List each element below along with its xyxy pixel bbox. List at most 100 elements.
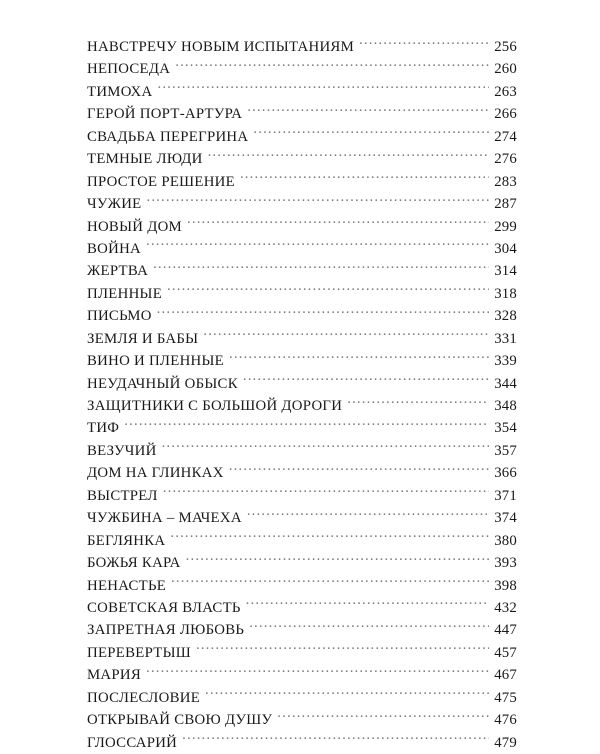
toc-dot-leader — [347, 395, 489, 410]
toc-entry[interactable]: ДОМ НА ГЛИНКАХ 366 — [87, 462, 517, 484]
toc-dot-leader — [253, 126, 489, 141]
toc-dot-leader — [171, 575, 489, 590]
toc-entry[interactable]: ЗЕМЛЯ И БАБЫ 331 — [87, 328, 517, 350]
toc-entry-page-number: 339 — [494, 353, 517, 370]
toc-entry[interactable]: ВИНО И ПЛЕННЫЕ 339 — [87, 350, 517, 372]
toc-dot-leader — [157, 305, 489, 320]
toc-dot-leader — [175, 59, 489, 74]
toc-entry[interactable]: ГЕРОЙ ПОРТ-АРТУРА 266 — [87, 103, 517, 125]
toc-entry[interactable]: ЖЕРТВА 314 — [87, 260, 517, 282]
toc-entry[interactable]: БОЖЬЯ КАРА 393 — [87, 552, 517, 574]
toc-entry-page-number: 299 — [494, 218, 517, 235]
toc-entry-page-number: 447 — [494, 622, 517, 639]
toc-entry-title: НЕУДАЧНЫЙ ОБЫСК — [87, 375, 238, 392]
toc-entry[interactable]: ПРОСТОЕ РЕШЕНИЕ 283 — [87, 171, 517, 193]
toc-entry-title: ВЕЗУЧИЙ — [87, 442, 157, 459]
toc-entry[interactable]: НОВЫЙ ДОМ 299 — [87, 216, 517, 238]
toc-entry[interactable]: СОВЕТСКАЯ ВЛАСТЬ 432 — [87, 597, 517, 619]
toc-entry-title: ЖЕРТВА — [87, 263, 149, 280]
toc-dot-leader — [124, 418, 489, 433]
toc-entry-page-number: 374 — [494, 510, 517, 527]
toc-entry-page-number: 274 — [494, 128, 517, 145]
toc-entry-page-number: 256 — [494, 39, 517, 55]
toc-dot-leader — [186, 552, 489, 567]
toc-entry-page-number: 393 — [494, 555, 517, 572]
toc-entry-title: ЗАПРЕТНАЯ ЛЮБОВЬ — [87, 622, 245, 639]
toc-entry-page-number: 398 — [494, 577, 517, 594]
toc-entry-page-number: 476 — [494, 712, 517, 729]
toc-entry[interactable]: ЗАЩИТНИКИ С БОЛЬШОЙ ДОРОГИ 348 — [87, 395, 517, 417]
toc-entry-title: БЕГЛЯНКА — [87, 532, 166, 549]
toc-entry-title: НАВСТРЕЧУ НОВЫМ ИСПЫТАНИЯМ — [87, 39, 355, 55]
toc-entry[interactable]: ЧУЖБИНА – МАЧЕХА 374 — [87, 507, 517, 529]
toc-entry[interactable]: СВАДЬБА ПЕРЕГРИНА 274 — [87, 126, 517, 148]
toc-entry-page-number: 475 — [494, 689, 517, 706]
toc-entry-page-number: 260 — [494, 61, 517, 78]
toc-entry-page-number: 266 — [494, 106, 517, 123]
toc-entry-page-number: 283 — [494, 173, 517, 190]
toc-entry[interactable]: НЕУДАЧНЫЙ ОБЫСК 344 — [87, 373, 517, 395]
toc-entry-page-number: 328 — [494, 308, 517, 325]
toc-entry[interactable]: ВЫСТРЕЛ 371 — [87, 485, 517, 507]
toc-entry[interactable]: ВЕЗУЧИЙ 357 — [87, 440, 517, 462]
toc-entry-title: НОВЫЙ ДОМ — [87, 218, 182, 235]
toc-dot-leader — [246, 597, 489, 612]
toc-entry[interactable]: ПОСЛЕСЛОВИЕ 475 — [87, 687, 517, 709]
toc-entry[interactable]: БЕГЛЯНКА 380 — [87, 530, 517, 552]
toc-entry[interactable]: НЕНАСТЬЕ 398 — [87, 575, 517, 597]
toc-dot-leader — [229, 463, 489, 478]
toc-dot-leader — [203, 328, 489, 343]
toc-dot-leader — [167, 283, 489, 298]
toc-entry[interactable]: МАРИЯ 467 — [87, 664, 517, 686]
toc-dot-leader — [247, 104, 489, 119]
toc-entry[interactable]: ЧУЖИЕ 287 — [87, 193, 517, 215]
toc-entry[interactable]: ТИФ 354 — [87, 417, 517, 439]
toc-entry[interactable]: ВОЙНА 304 — [87, 238, 517, 260]
toc-entry-page-number: 357 — [494, 442, 517, 459]
toc-entry-page-number: 348 — [494, 398, 517, 414]
toc-dot-leader — [359, 36, 489, 51]
toc-entry[interactable]: ЗАПРЕТНАЯ ЛЮБОВЬ 447 — [87, 619, 517, 641]
toc-entry-page-number: 366 — [494, 465, 517, 482]
toc-entry[interactable]: ПЛЕННЫЕ 318 — [87, 283, 517, 305]
toc-entry[interactable]: ПИСЬМО 328 — [87, 305, 517, 327]
toc-entry-title: ДОМ НА ГЛИНКАХ — [87, 465, 224, 482]
toc-entry-title: ГЕРОЙ ПОРТ-АРТУРА — [87, 106, 243, 123]
toc-entry-title: НЕНАСТЬЕ — [87, 577, 167, 594]
toc-entry-title: ЗАЩИТНИКИ С БОЛЬШОЙ ДОРОГИ — [87, 398, 343, 414]
toc-dot-leader — [153, 261, 489, 276]
toc-entry-page-number: 371 — [494, 487, 517, 504]
toc-entry-page-number: 287 — [494, 196, 517, 213]
table-of-contents-list: НАВСТРЕЧУ НОВЫМ ИСПЫТАНИЯМ 256 НЕПОСЕДА 260… — [87, 36, 517, 754]
toc-entry[interactable]: НЕПОСЕДА 260 — [87, 58, 517, 80]
toc-entry-page-number: 467 — [494, 667, 517, 684]
toc-dot-leader — [243, 373, 489, 388]
toc-entry-title: ПОСЛЕСЛОВИЕ — [87, 689, 201, 706]
toc-entry-title: ПЕРЕВЕРТЫШ — [87, 644, 191, 661]
toc-dot-leader — [229, 350, 489, 365]
toc-entry-title: ВОЙНА — [87, 240, 142, 257]
toc-entry[interactable]: ОТКРЫВАЙ СВОЮ ДУШУ 476 — [87, 709, 517, 731]
toc-entry-page-number: 457 — [494, 644, 517, 661]
toc-entry-title: ГЛОССАРИЙ — [87, 734, 178, 751]
toc-entry-title: ВИНО И ПЛЕННЫЕ — [87, 353, 225, 370]
toc-entry-page-number: 314 — [494, 263, 517, 280]
toc-entry[interactable]: ТЕМНЫЕ ЛЮДИ 276 — [87, 148, 517, 170]
toc-dot-leader — [187, 216, 489, 231]
toc-entry-title: ОТКРЫВАЙ СВОЮ ДУШУ — [87, 712, 273, 729]
toc-entry-page-number: 354 — [494, 420, 517, 437]
toc-dot-leader — [146, 664, 489, 679]
toc-entry[interactable]: ГЛОССАРИЙ 479 — [87, 732, 517, 754]
toc-entry-title: ВЫСТРЕЛ — [87, 487, 158, 504]
toc-dot-leader — [162, 440, 489, 455]
toc-dot-leader — [170, 530, 489, 545]
toc-entry-title: ТИМОХА — [87, 83, 153, 100]
toc-entry-page-number: 432 — [494, 599, 517, 616]
toc-entry-page-number: 276 — [494, 151, 517, 168]
toc-entry-title: ПРОСТОЕ РЕШЕНИЕ — [87, 173, 235, 190]
toc-entry[interactable]: ПЕРЕВЕРТЫШ 457 — [87, 642, 517, 664]
toc-dot-leader — [240, 171, 489, 186]
toc-entry[interactable]: ТИМОХА 263 — [87, 81, 517, 103]
toc-entry[interactable]: НАВСТРЕЧУ НОВЫМ ИСПЫТАНИЯМ 256 — [87, 36, 517, 58]
toc-dot-leader — [146, 238, 489, 253]
